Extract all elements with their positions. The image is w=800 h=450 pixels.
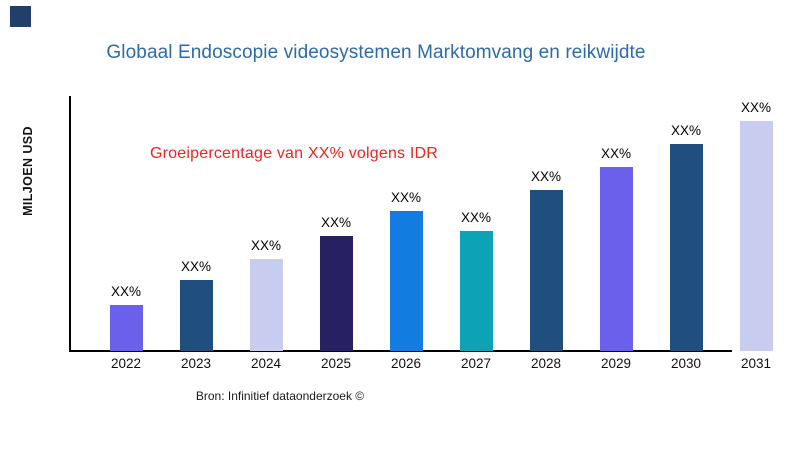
bar-slot-2031: XX% <box>721 96 791 351</box>
bar-value-label: XX% <box>670 123 701 138</box>
y-axis-label: MILJOEN USD <box>21 126 36 216</box>
chart-title: Globaal Endoscopie videosystemen Marktom… <box>106 42 646 63</box>
bar-slot-2029: XX% <box>581 96 651 351</box>
bar-2025 <box>319 236 353 351</box>
bar-2024 <box>249 259 283 351</box>
bar-value-label: XX% <box>600 146 631 161</box>
bar-2031 <box>739 121 773 351</box>
bar-value-label: XX% <box>110 284 141 299</box>
bar-value-label: XX% <box>390 190 421 205</box>
bar-value-label: XX% <box>740 100 771 115</box>
bar-value-label: XX% <box>530 169 561 184</box>
source-caption: Bron: Infinitief dataonderzoek © <box>195 389 365 403</box>
x-tick-label-2030: 2030 <box>670 356 702 371</box>
bar-slot-2022: XX% <box>91 96 161 351</box>
x-tick-label-2022: 2022 <box>110 356 142 371</box>
x-tick-label-2026: 2026 <box>390 356 422 371</box>
x-axis-labels: 2022 2023 2024 2025 2026 2027 2028 2029 2030 2031 <box>91 356 791 371</box>
y-axis-label-wrap: MILJOEN USD <box>8 96 48 246</box>
bar-slot-2026: XX% <box>371 96 441 351</box>
growth-annotation: Groeipercentage van XX% volgens IDR <box>150 145 439 162</box>
bar-2023 <box>179 280 213 351</box>
x-tick-label-2029: 2029 <box>600 356 632 371</box>
bar-2028 <box>529 190 563 351</box>
bar-2027 <box>459 231 493 351</box>
y-axis-line <box>69 96 71 352</box>
bar-2030 <box>669 144 703 351</box>
bar-slot-2028: XX% <box>511 96 581 351</box>
bar-slot-2027: XX% <box>441 96 511 351</box>
bars-row: XX% XX% XX% XX% XX% XX% XX% XX% XX% XX% <box>91 96 791 351</box>
x-tick-label-2025: 2025 <box>320 356 352 371</box>
bar-2029 <box>599 167 633 351</box>
bar-2022 <box>109 305 143 351</box>
bar-slot-2030: XX% <box>651 96 721 351</box>
bar-slot-2025: XX% <box>301 96 371 351</box>
x-tick-label-2031: 2031 <box>740 356 772 371</box>
x-axis-line <box>69 350 732 352</box>
x-tick-label-2027: 2027 <box>460 356 492 371</box>
x-tick-label-2024: 2024 <box>250 356 282 371</box>
bar-value-label: XX% <box>320 215 351 230</box>
x-tick-label-2028: 2028 <box>530 356 562 371</box>
x-tick-label-2023: 2023 <box>180 356 212 371</box>
bar-2026 <box>389 211 423 351</box>
bar-value-label: XX% <box>460 210 491 225</box>
bar-value-label: XX% <box>250 238 281 253</box>
bar-slot-2023: XX% <box>161 96 231 351</box>
bar-slot-2024: XX% <box>231 96 301 351</box>
logo-mark <box>10 6 31 27</box>
bar-value-label: XX% <box>180 259 211 274</box>
